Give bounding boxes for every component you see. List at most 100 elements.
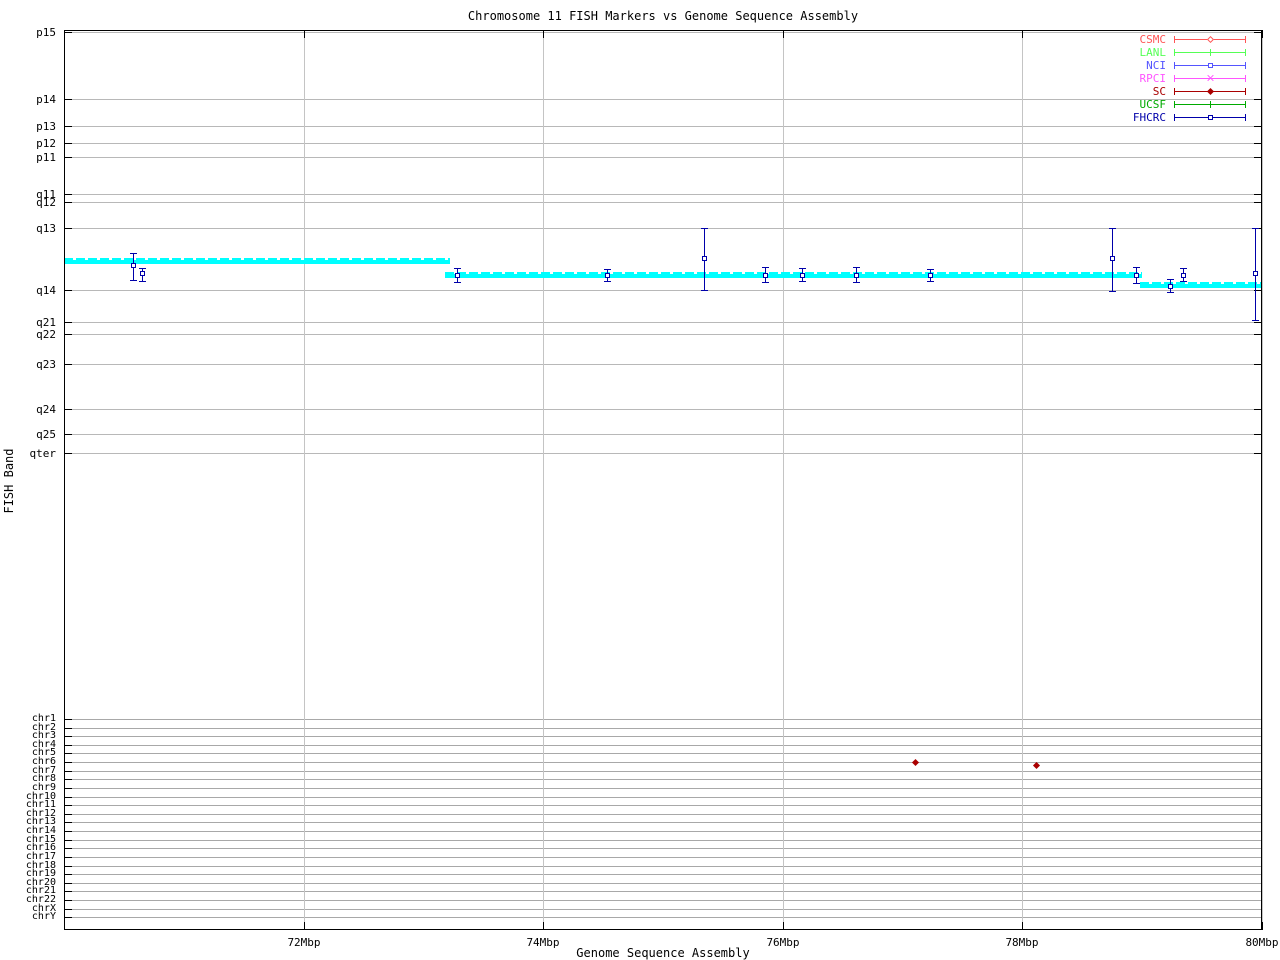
error-bar-cap-top: [1109, 228, 1116, 229]
chromosome-tick-label: chr2: [31, 722, 56, 733]
legend-entry-lanl: LANL: [1133, 46, 1248, 59]
error-bar-cap-bottom: [130, 280, 137, 281]
band-tick-right: [1254, 453, 1262, 454]
chromosome-tick-left: [64, 866, 72, 867]
chromosome-gridline: [64, 840, 1262, 841]
marker-open-square: [1181, 273, 1186, 278]
legend-sample-open-square-icon: [1172, 59, 1248, 72]
chromosome-tick-left: [64, 857, 72, 858]
x-axis-label: Genome Sequence Assembly: [576, 946, 750, 960]
band-gridline: [64, 157, 1262, 158]
band-tick-left: [64, 143, 72, 144]
error-bar-cap-top: [139, 268, 146, 269]
chromosome-tick-label: chr4: [31, 739, 56, 750]
band-tick-label: q12: [36, 196, 56, 209]
chromosome-gridline: [64, 762, 1262, 763]
chromosome-gridline: [64, 874, 1262, 875]
marker-open-square: [1253, 271, 1258, 276]
legend-entry-rpci: RPCI: [1133, 72, 1248, 85]
chromosome-tick-left: [64, 917, 72, 918]
legend-sample-cap: [1245, 75, 1246, 82]
chromosome-tick-label: chr8: [31, 773, 56, 784]
x-tick-bottom: [783, 922, 784, 930]
chromosome-tick-label: chr22: [25, 894, 56, 905]
band-tick-label: p12: [36, 137, 56, 150]
error-bar-cap-bottom: [1252, 320, 1259, 321]
chromosome-tick-label: chr12: [25, 808, 56, 819]
chromosome-tick-left: [64, 719, 72, 720]
chromosome-gridline: [64, 788, 1262, 789]
legend-sample-cap: [1245, 49, 1246, 56]
band-tick-left: [64, 434, 72, 435]
chromosome-tick-left: [64, 909, 72, 910]
legend-sample-cap: [1174, 88, 1175, 95]
marker-open-square: [763, 273, 768, 278]
marker-open-square: [854, 273, 859, 278]
legend-entry-csmc: CSMC: [1133, 33, 1248, 46]
chromosome-gridline: [64, 719, 1262, 720]
band-tick-left: [64, 364, 72, 365]
marker-filled-diamond: [1206, 87, 1215, 96]
error-bar-cap-bottom: [454, 282, 461, 283]
chromosome-tick-left: [64, 728, 72, 729]
band-tick-right: [1254, 194, 1262, 195]
marker-open-square: [455, 273, 460, 278]
assembly-path-segment: [445, 272, 1142, 278]
error-bar-cap-bottom: [762, 282, 769, 283]
chromosome-tick-label: chr17: [25, 851, 56, 862]
error-bar-cap-bottom: [604, 281, 611, 282]
legend-sample-cap: [1174, 114, 1175, 121]
chromosome-gridline: [64, 848, 1262, 849]
chromosome-gridline: [64, 745, 1262, 746]
chromosome-tick-left: [64, 745, 72, 746]
legend-label: FHCRC: [1132, 111, 1166, 124]
chromosome-tick-label: chr3: [31, 730, 56, 741]
band-gridline: [64, 290, 1262, 291]
x-tick-top: [1022, 30, 1023, 38]
band-gridline: [64, 32, 1262, 33]
legend-label: SC: [1152, 85, 1166, 98]
marker-open-square: [605, 273, 610, 278]
legend: CSMC LANL NCI RPCI SC UCSF FHCRC: [1133, 33, 1248, 124]
x-tick-bottom: [543, 922, 544, 930]
chromosome-gridline: [64, 805, 1262, 806]
chromosome-tick-label: chr9: [31, 782, 56, 793]
band-tick-left: [64, 322, 72, 323]
x-gridline: [1262, 30, 1263, 930]
band-tick-label: q21: [36, 316, 56, 329]
error-bar-cap-bottom: [1167, 292, 1174, 293]
error-bar-cap-top: [1167, 279, 1174, 280]
band-tick-left: [64, 99, 72, 100]
chromosome-tick-left: [64, 848, 72, 849]
chromosome-tick-label: chr11: [25, 799, 56, 810]
band-gridline: [64, 434, 1262, 435]
band-tick-right: [1254, 143, 1262, 144]
band-tick-left: [64, 290, 72, 291]
error-bar-cap-top: [853, 267, 860, 268]
band-tick-right: [1254, 126, 1262, 127]
band-tick-left: [64, 32, 72, 33]
legend-label: LANL: [1139, 46, 1167, 59]
legend-sample-cap: [1245, 114, 1246, 121]
chromosome-tick-label: chr5: [31, 747, 56, 758]
band-gridline: [64, 334, 1262, 335]
chromosome-tick-label: chr14: [25, 825, 56, 836]
chromosome-tick-label: chr20: [25, 877, 56, 888]
band-tick-label: q24: [36, 403, 56, 416]
error-bar-cap-bottom: [139, 281, 146, 282]
band-tick-left: [64, 194, 72, 195]
chromosome-gridline: [64, 883, 1262, 884]
band-tick-right: [1254, 434, 1262, 435]
legend-sample-cap: [1174, 49, 1175, 56]
legend-sample-open-square-icon: [1172, 111, 1248, 124]
marker-open-square: [131, 263, 136, 268]
band-tick-left: [64, 409, 72, 410]
error-bar-cap-top: [130, 253, 137, 254]
band-tick-left: [64, 334, 72, 335]
legend-sample-cap: [1245, 88, 1246, 95]
error-bar-cap-bottom: [853, 282, 860, 283]
legend-label: RPCI: [1139, 72, 1167, 85]
marker-open-square: [800, 273, 805, 278]
x-gridline: [783, 30, 784, 930]
legend-entry-nci: NCI: [1133, 59, 1248, 72]
